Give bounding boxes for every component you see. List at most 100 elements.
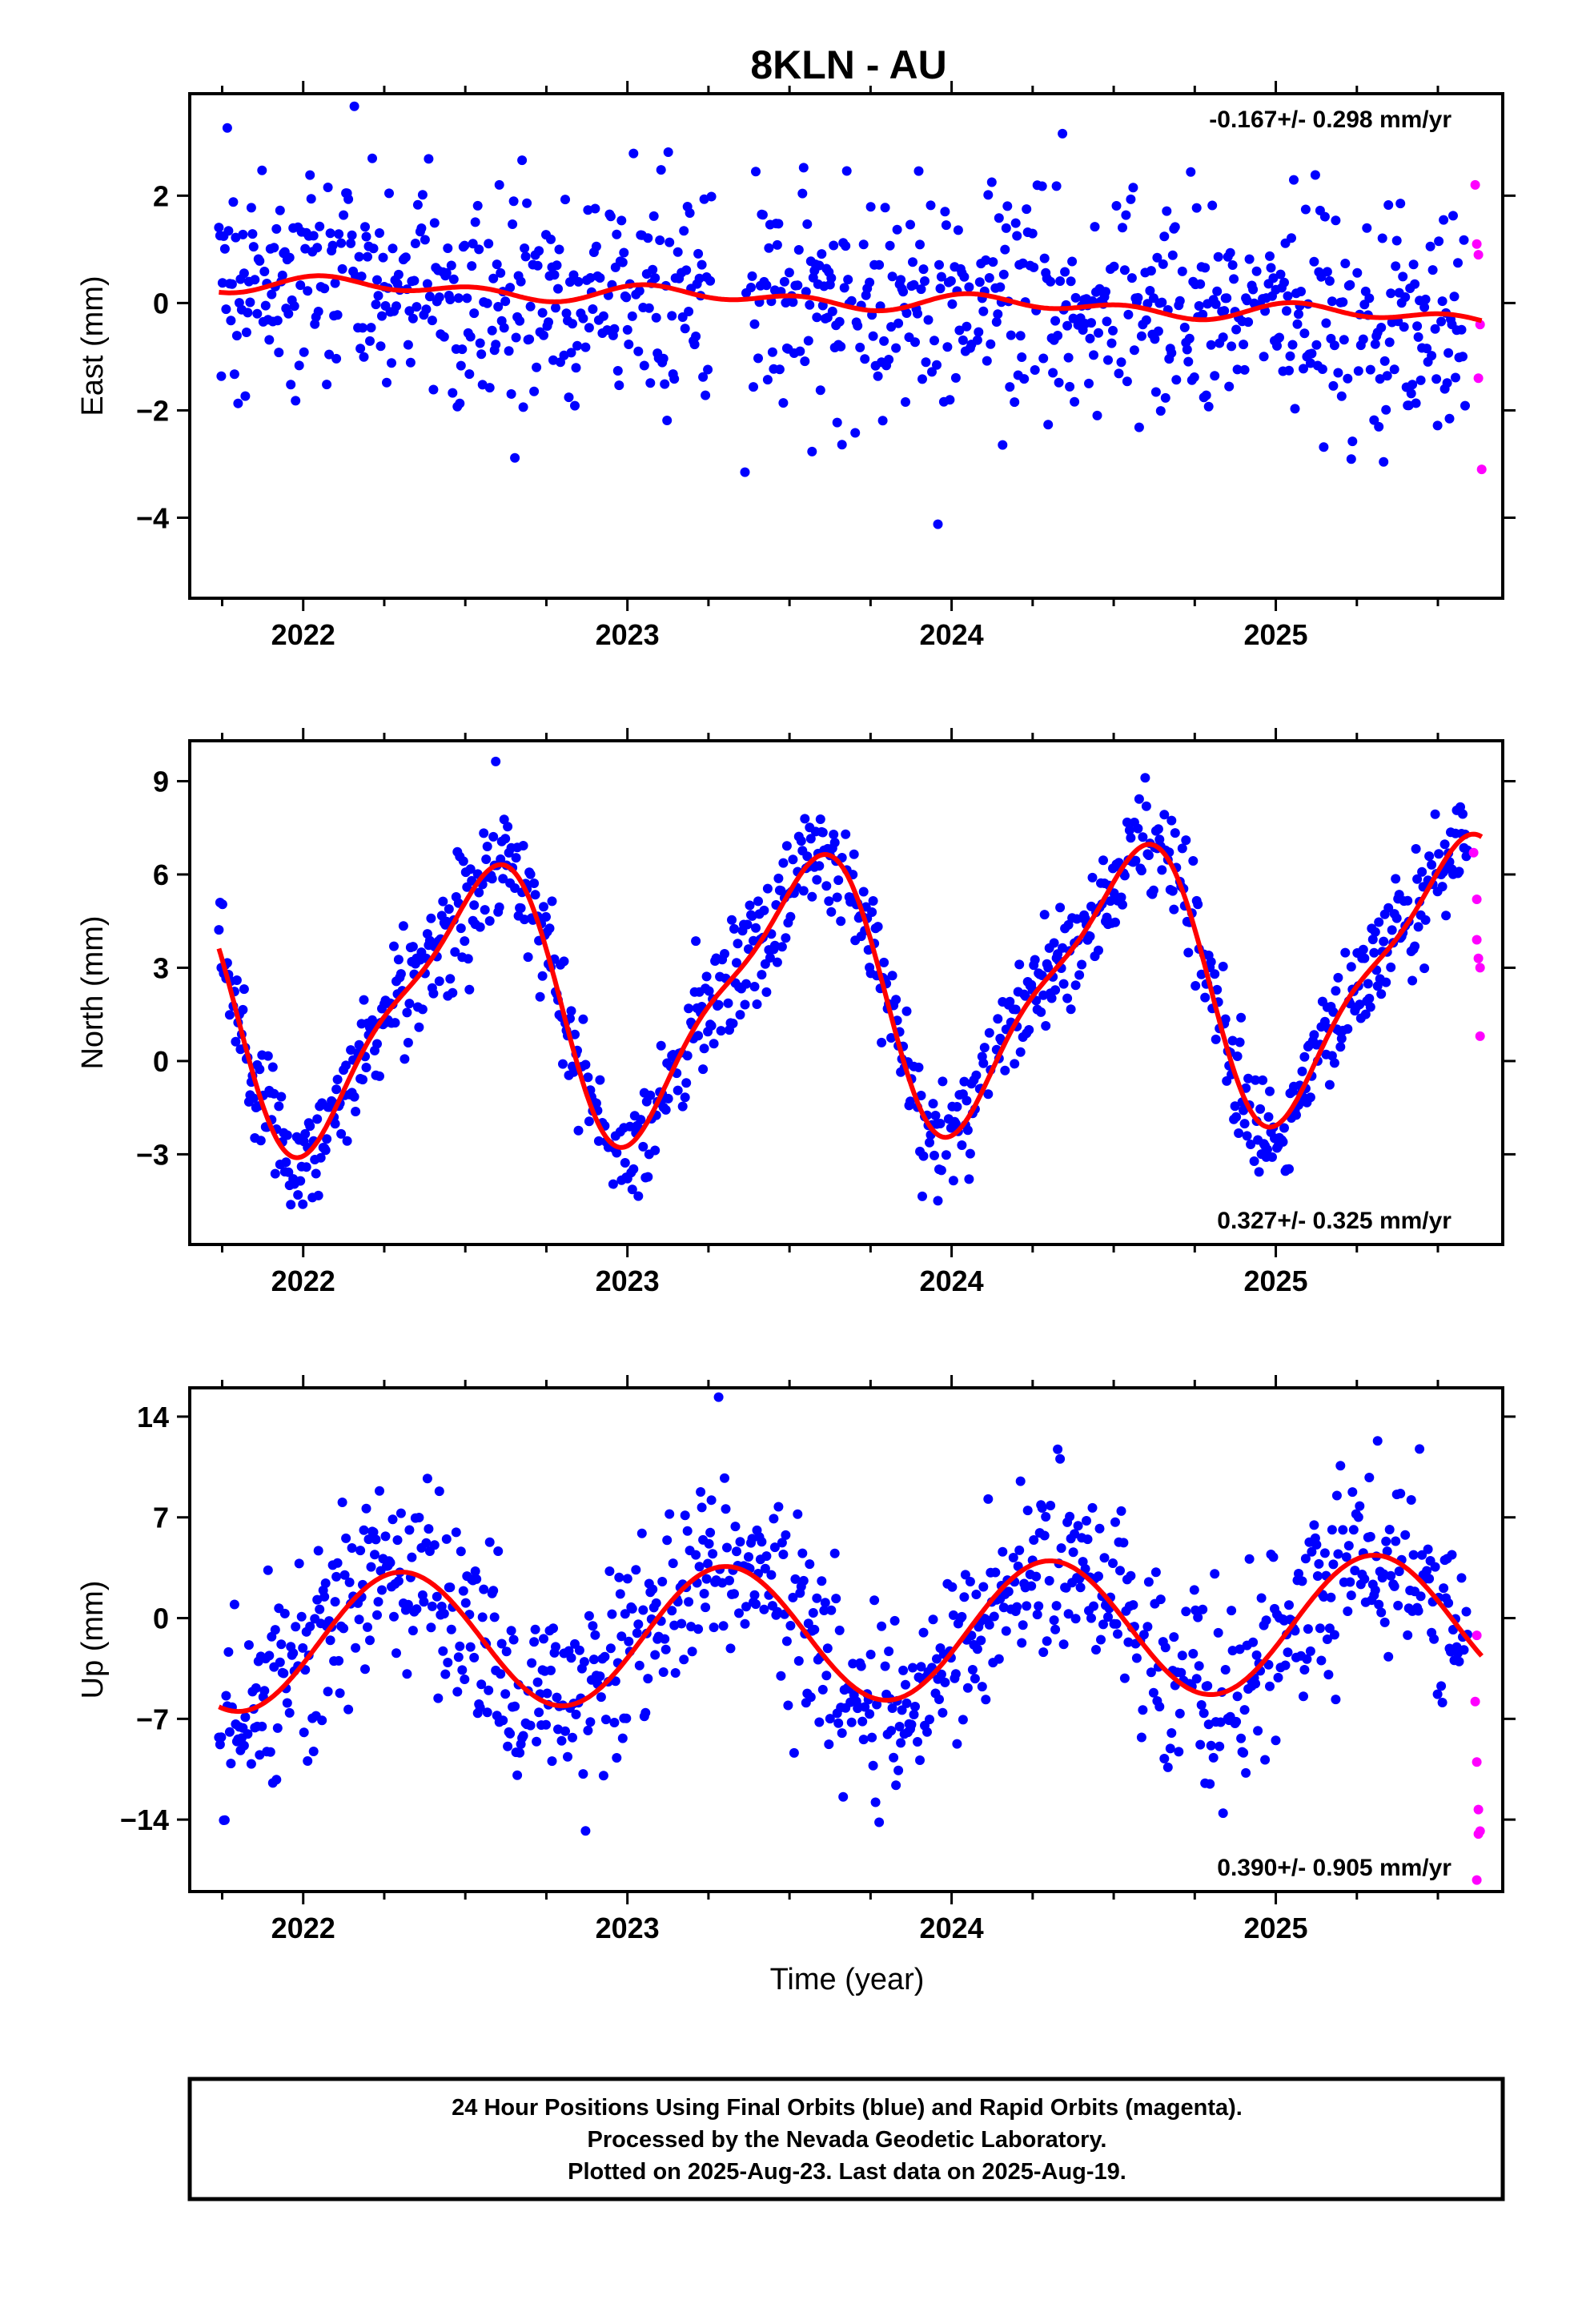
final-point xyxy=(1436,1681,1447,1691)
final-point xyxy=(231,331,242,341)
final-point xyxy=(315,1604,325,1614)
final-point xyxy=(1365,364,1375,375)
final-point xyxy=(785,911,796,922)
final-point xyxy=(1109,888,1119,899)
final-point xyxy=(303,286,313,296)
final-point xyxy=(1006,330,1016,340)
final-point xyxy=(906,1719,917,1730)
final-point xyxy=(544,317,553,328)
final-point xyxy=(662,1535,673,1546)
final-point xyxy=(769,1514,779,1524)
final-point xyxy=(1115,1566,1125,1576)
final-point xyxy=(1102,316,1112,327)
final-point xyxy=(1043,963,1054,973)
final-point xyxy=(403,1599,413,1610)
final-point xyxy=(1050,985,1061,995)
final-point xyxy=(638,1141,648,1152)
final-point xyxy=(713,1392,724,1402)
final-point xyxy=(590,1630,600,1640)
final-point xyxy=(243,1729,253,1739)
final-point xyxy=(271,223,282,234)
final-point xyxy=(721,1504,731,1514)
final-point xyxy=(687,1647,697,1657)
final-point xyxy=(239,984,249,995)
final-point xyxy=(1002,201,1013,211)
final-point xyxy=(248,242,259,252)
final-point xyxy=(324,349,335,360)
final-point xyxy=(588,1621,598,1631)
final-point xyxy=(1379,1569,1389,1579)
final-point xyxy=(1090,222,1100,232)
final-point xyxy=(542,1688,552,1699)
final-point xyxy=(1331,1490,1342,1501)
final-point xyxy=(856,1661,866,1671)
final-point xyxy=(741,979,751,989)
final-point xyxy=(622,324,632,335)
final-point xyxy=(402,1007,412,1018)
final-point xyxy=(339,210,349,220)
final-point xyxy=(496,267,506,278)
final-point xyxy=(803,336,813,346)
final-point xyxy=(222,123,232,133)
final-point xyxy=(1073,1521,1083,1531)
final-point xyxy=(720,949,729,959)
final-point xyxy=(701,1602,711,1613)
final-point xyxy=(1114,368,1124,379)
final-point xyxy=(995,282,1006,292)
final-point xyxy=(1430,324,1440,334)
final-point xyxy=(1154,1702,1165,1712)
final-point xyxy=(221,304,231,315)
final-point xyxy=(1193,1612,1203,1622)
final-point xyxy=(217,278,227,288)
final-point xyxy=(1367,935,1378,945)
final-point xyxy=(484,1685,494,1695)
final-point xyxy=(434,1486,444,1497)
final-point xyxy=(360,1664,370,1675)
final-point xyxy=(1058,979,1069,989)
final-point xyxy=(1063,352,1074,363)
final-point xyxy=(1157,297,1167,308)
final-point xyxy=(1152,252,1162,263)
final-point xyxy=(747,1534,757,1544)
final-point xyxy=(1184,333,1195,344)
final-point xyxy=(1391,1536,1401,1546)
final-point xyxy=(846,1717,857,1727)
final-point xyxy=(605,211,616,222)
final-point xyxy=(493,302,504,312)
x-tick-label: 2024 xyxy=(920,1265,984,1297)
final-point xyxy=(1085,931,1095,942)
final-point xyxy=(604,1566,615,1576)
final-point xyxy=(660,1634,670,1644)
final-point xyxy=(1048,368,1058,378)
final-point xyxy=(901,308,912,318)
final-point xyxy=(1422,344,1432,354)
final-point xyxy=(548,1623,558,1634)
final-point xyxy=(983,1089,994,1100)
final-point xyxy=(1355,1501,1365,1511)
final-point xyxy=(1284,1164,1294,1174)
final-point xyxy=(901,397,910,407)
final-point xyxy=(735,1010,745,1020)
final-point xyxy=(741,1602,751,1612)
final-point xyxy=(1176,1667,1186,1678)
final-point xyxy=(880,203,890,213)
final-point xyxy=(1346,454,1356,464)
final-point xyxy=(1244,254,1255,264)
final-point xyxy=(1055,903,1066,913)
up-fit-curve xyxy=(218,1552,1484,1715)
final-point xyxy=(834,1625,845,1635)
final-point xyxy=(443,243,453,253)
north-plot-frame xyxy=(188,739,1504,1246)
final-point xyxy=(1008,1553,1018,1562)
final-point xyxy=(812,875,822,885)
final-point xyxy=(663,1093,673,1104)
final-point xyxy=(1094,945,1103,955)
final-point xyxy=(368,243,379,254)
final-point xyxy=(1039,253,1050,263)
final-point xyxy=(1287,340,1298,350)
final-point xyxy=(1188,856,1199,866)
final-point xyxy=(865,277,875,287)
final-point xyxy=(308,231,319,241)
final-point xyxy=(917,374,927,384)
final-point xyxy=(427,1601,437,1611)
